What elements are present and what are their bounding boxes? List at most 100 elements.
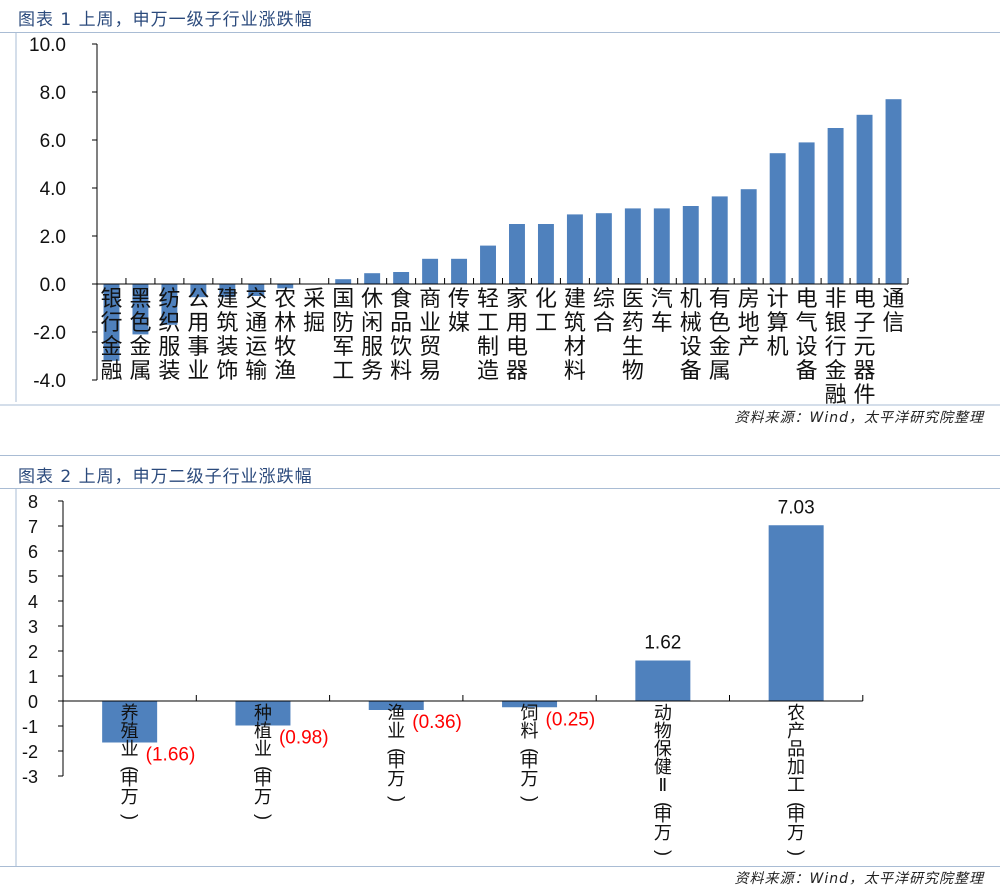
category-label-char: 输 xyxy=(245,358,267,383)
category-label-char: 生 xyxy=(622,334,644,359)
category-label-char: 休 xyxy=(361,286,383,311)
bar xyxy=(624,208,641,284)
category-label-char: 建 xyxy=(216,286,238,311)
category-label-char: 轻 xyxy=(477,286,499,311)
bar xyxy=(190,284,207,298)
category-label-char: 行 xyxy=(100,310,122,335)
category-label-char: 化 xyxy=(535,286,557,311)
category-label-char: 农 xyxy=(787,703,805,723)
category-label-char: 产 xyxy=(787,721,805,741)
bar xyxy=(480,245,496,284)
data-label: 7.03 xyxy=(778,497,815,518)
bar xyxy=(248,284,265,296)
category-label-char: ( xyxy=(521,748,541,754)
category-label-char: 设 xyxy=(680,334,702,359)
y-tick-label: 4.0 xyxy=(40,179,66,200)
bar xyxy=(502,701,558,708)
category-label-char: 务 xyxy=(361,358,383,383)
category-label-char: 业 xyxy=(387,721,405,741)
bar xyxy=(235,701,291,726)
category-label-char: 筑 xyxy=(564,310,586,335)
divider xyxy=(0,866,1000,867)
bar xyxy=(364,273,381,284)
y-tick-label: 4 xyxy=(28,592,38,612)
category-label-char: 渔 xyxy=(387,703,405,723)
category-label-char: 行 xyxy=(825,334,847,359)
bar xyxy=(219,284,236,298)
category-label-char: 传 xyxy=(448,286,470,311)
y-tick-label: 5 xyxy=(28,567,38,587)
category-label-char: 业 xyxy=(187,358,209,383)
category-label-char: 有 xyxy=(709,286,731,311)
category-label-char: 综 xyxy=(593,286,615,311)
category-label-char: 装 xyxy=(158,358,180,383)
divider xyxy=(0,455,1000,456)
category-label-char: ) xyxy=(121,814,141,820)
bar xyxy=(798,142,815,284)
category-label-char: 医 xyxy=(622,286,644,311)
category-label-char: 融 xyxy=(100,358,122,383)
category-label-char: 信 xyxy=(883,310,905,335)
data-label: (1.66) xyxy=(146,745,196,766)
data-label: (0.98) xyxy=(279,728,329,749)
category-label-char: 物 xyxy=(654,721,672,741)
bar xyxy=(768,525,824,701)
category-label-char: 保 xyxy=(654,739,672,759)
category-label-char: ( xyxy=(254,766,274,772)
category-label-char: 汽 xyxy=(651,286,673,311)
category-label-char: 电 xyxy=(796,286,818,311)
category-label-char: 工 xyxy=(535,310,557,335)
category-label-char: 机 xyxy=(680,286,702,311)
category-label-char: 装 xyxy=(216,334,238,359)
y-tick-label: -2 xyxy=(22,742,38,762)
category-label-char: 万 xyxy=(521,769,539,789)
bar xyxy=(393,272,410,284)
category-label-char: 料 xyxy=(390,358,412,383)
category-label-char: 设 xyxy=(796,334,818,359)
y-tick-label: 6.0 xyxy=(40,131,66,152)
category-label-char: 申 xyxy=(254,769,272,789)
category-label-char: 牧 xyxy=(274,334,296,359)
category-label-char: 服 xyxy=(361,334,383,359)
category-label-char: ) xyxy=(654,850,674,856)
y-tick-label: -3 xyxy=(22,767,38,787)
y-tick-label: -4.0 xyxy=(33,371,66,392)
y-tick-label: 1 xyxy=(28,667,38,687)
data-label: (0.25) xyxy=(546,709,596,730)
category-label-char: 品 xyxy=(787,739,805,759)
category-label-char: 商 xyxy=(419,286,441,311)
bar xyxy=(335,279,352,284)
category-label-char: ( xyxy=(787,802,807,808)
category-label-char: 万 xyxy=(254,787,272,807)
category-label-char: 备 xyxy=(796,358,818,383)
category-label-char: 属 xyxy=(709,358,731,383)
bar xyxy=(635,660,691,701)
category-label-char: 饰 xyxy=(216,358,238,383)
category-label-char: 业 xyxy=(121,739,139,759)
category-label-char: 易 xyxy=(419,358,441,383)
category-label-char: 申 xyxy=(521,751,539,771)
category-label-char: 用 xyxy=(187,310,209,335)
chart2-title: 图表 2 上周，申万二级子行业涨跌幅 xyxy=(18,467,313,487)
category-label-char: 地 xyxy=(738,310,760,335)
category-label-char: ) xyxy=(254,814,274,820)
category-label-char: 非 xyxy=(825,286,847,311)
bar xyxy=(711,196,728,284)
bar xyxy=(132,284,149,335)
category-label-char: 黑 xyxy=(129,286,151,311)
category-label-char: 算 xyxy=(767,310,789,335)
category-label-char: 筑 xyxy=(216,310,238,335)
category-label-char: 健 xyxy=(654,757,672,777)
category-label-char: 车 xyxy=(651,310,673,335)
y-tick-label: -1 xyxy=(22,717,38,737)
category-label-char: 气 xyxy=(796,310,818,335)
y-tick-label: 0 xyxy=(28,692,38,712)
y-tick-label: 7 xyxy=(28,517,38,537)
category-label-char: 电 xyxy=(854,286,876,311)
bar xyxy=(595,213,612,284)
category-label-char: 合 xyxy=(593,310,615,335)
category-label-char: 万 xyxy=(387,769,405,789)
category-label-char: ) xyxy=(521,796,541,802)
chart1-source: 资料来源：Wind，太平洋研究院整理 xyxy=(734,410,984,426)
divider xyxy=(0,32,1000,33)
